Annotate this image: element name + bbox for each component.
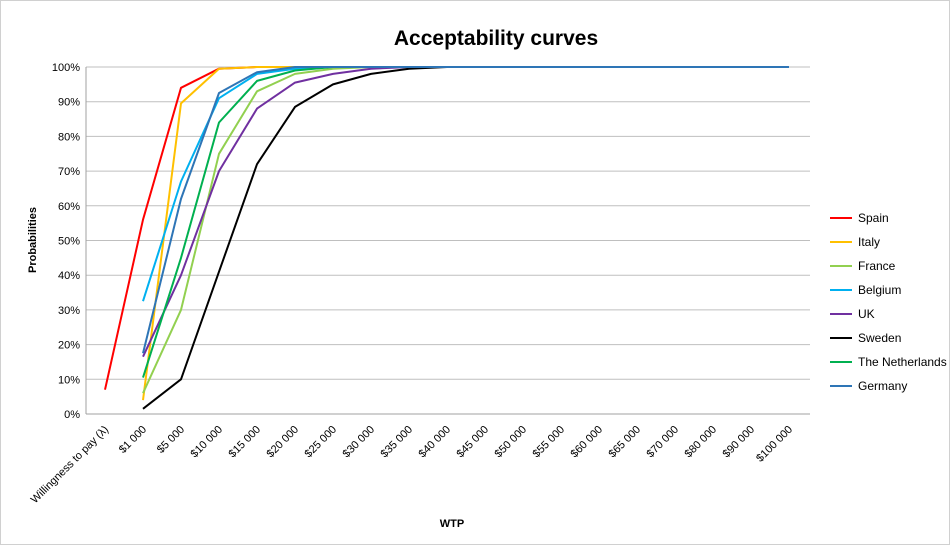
x-tick-label: $15 000: [227, 424, 264, 461]
y-axis-title: Probabilities: [27, 207, 39, 273]
legend-label: Italy: [858, 235, 880, 249]
x-tick-label: $1 000: [117, 424, 149, 456]
x-tick-label: $80 000: [683, 424, 720, 461]
x-tick-label: $35 000: [379, 424, 416, 461]
x-tick-label: $60 000: [569, 424, 606, 461]
series-line-germany: [142, 66, 789, 354]
x-axis-ticks: Willingness to pay (λ) $1 000 $5 000 $10 00…: [29, 424, 795, 506]
x-tick-label: $20 000: [265, 424, 302, 461]
y-tick-label: 40%: [58, 270, 80, 282]
y-tick-label: 20%: [58, 340, 80, 352]
legend-label: France: [858, 259, 896, 273]
y-tick-label: 50%: [58, 236, 80, 248]
legend-label: UK: [858, 307, 875, 321]
legend-label: Germany: [858, 379, 907, 393]
y-tick-label: 30%: [58, 305, 80, 317]
y-axis-ticks: 0% 10% 20% 30% 40% 50% 60% 70% 80% 90% 100%: [52, 62, 80, 421]
x-tick-label: $45 000: [455, 424, 492, 461]
legend-label: Belgium: [858, 283, 901, 297]
y-tick-label: 70%: [58, 166, 80, 178]
series-line-italy: [142, 66, 789, 401]
legend: Spain Italy France Belgium UK Sweden The Nethe…: [830, 211, 947, 393]
x-tick-label: $55 000: [531, 424, 568, 461]
legend-label: Spain: [858, 211, 889, 225]
legend-label: The Netherlands: [858, 355, 947, 369]
x-tick-label: $5 000: [155, 424, 187, 456]
x-tick-label: $65 000: [607, 424, 644, 461]
x-tick-label: $70 000: [645, 424, 682, 461]
legend-label: Sweden: [858, 331, 901, 345]
y-tick-label: 60%: [58, 201, 80, 213]
x-tick-label: $90 000: [721, 424, 758, 461]
gridlines: [85, 66, 810, 415]
y-tick-label: 100%: [52, 62, 80, 74]
series-line-the-netherlands: [142, 66, 789, 378]
x-tick-label: $25 000: [303, 424, 340, 461]
series-line-spain: [104, 66, 789, 390]
chart-title: Acceptability curves: [394, 27, 598, 50]
y-tick-label: 0%: [64, 409, 80, 421]
x-tick-label: $100 000: [754, 424, 795, 465]
x-tick-label: $40 000: [417, 424, 454, 461]
y-tick-label: 90%: [58, 97, 80, 109]
series-lines: [104, 66, 789, 410]
x-axis-title: WTP: [440, 518, 464, 530]
x-tick-label: $30 000: [341, 424, 378, 461]
y-tick-label: 10%: [58, 374, 80, 386]
x-tick-label: Willingness to pay (λ): [29, 424, 111, 506]
y-tick-label: 80%: [58, 131, 80, 143]
x-tick-label: $10 000: [189, 424, 226, 461]
x-tick-label: $50 000: [493, 424, 530, 461]
